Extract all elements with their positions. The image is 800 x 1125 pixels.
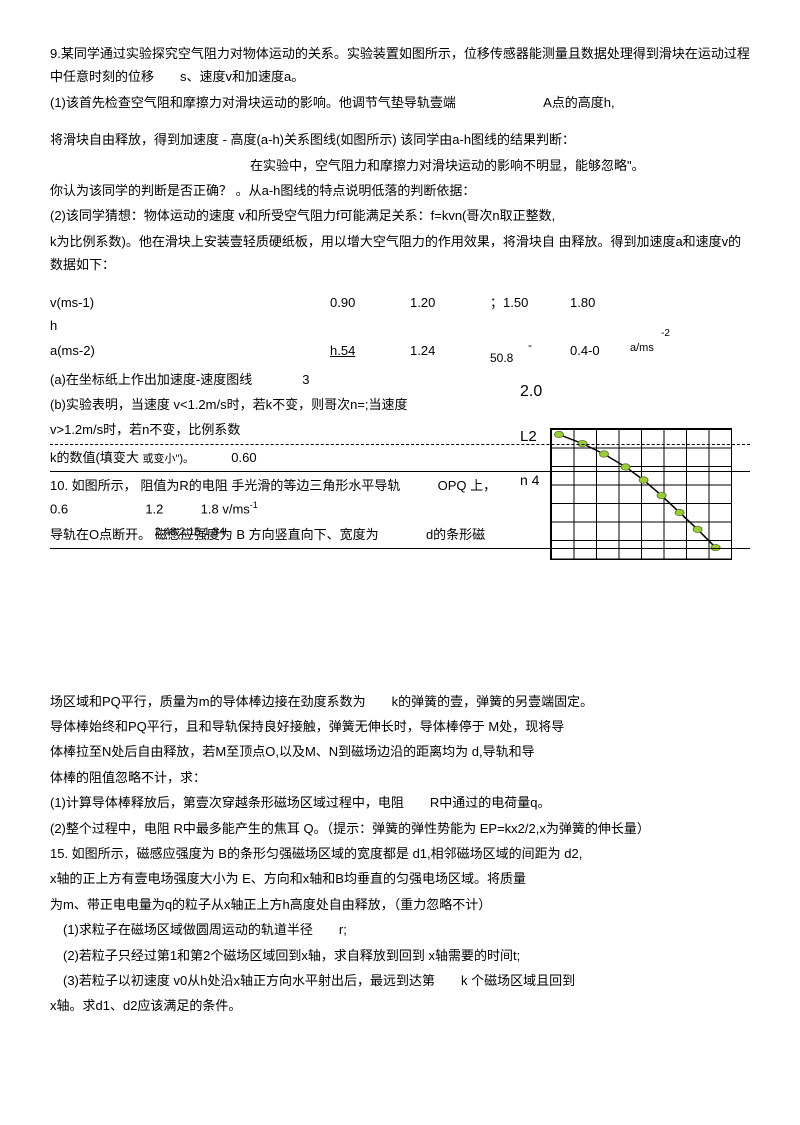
lower-p3: 体棒拉至N处后自由释放，若M至顶点O,以及M、N到磁场边沿的距离均为 d,导轨和… [50,740,750,763]
q15-3b: x轴。求d1、d2应该满足的条件。 [50,994,750,1017]
q9-p4: 你认为该同学的判断是否正确？ 。从a-h图线的特点说明低落的判断依据： [50,179,750,202]
lower-p1: 场区域和PQ平行，质量为m的导体棒边接在劲度系数为 k的弹簧的壹，弹簧的另壹端固… [50,690,750,713]
q10-l2a: 导轨在O点断开。 [50,527,151,542]
mid3: 3 [256,368,356,391]
r1c1: 0.90 [330,291,410,338]
q9-pd-b: 或变小")。 [142,453,194,465]
q9-p1b: A点的高度h, [543,95,615,110]
lower-p2: 导体棒始终和PQ平行，且和导轨保持良好接触，弹簧无伸长时，导体棒停于 M处，现将… [50,715,750,738]
q9-intro: 9.某同学通过实验探究空气阻力对物体运动的关系。实验装置如图所示，位移传感器能测… [50,42,750,89]
q10-line1: 10. 如图所示， 阻值为R的电阻 手光滑的等边三角形水平导轨 OPQ 上，0.… [50,474,750,521]
q9-p3: 在实验中，空气阻力和摩擦力对滑块运动的影响不明显，能够忽略"。 [50,154,750,177]
q10-l1b: 阻值为R的电阻 手光滑的等边三角形水平导轨 [140,478,400,493]
q10-l1exp: -1 [250,500,258,510]
q15b: x轴的正上方有壹电场强度大小为 E、方向和x轴和B均垂直的匀强电场区域。将质量 [50,867,750,890]
q9-p3-text: 在实验中，空气阻力和摩擦力对滑块运动的影响不明显，能够忽略"。 [250,158,645,173]
r1-sub: h [50,318,57,333]
chart-y20: 2.0 [520,378,542,407]
q9-p1a: (1)该首先检查空气阻和摩擦力对滑块运动的影响。他调节气垫导轨壹端 [50,95,456,110]
q15a: 15. 如图所示，磁感应强度为 B的条形匀强磁场区域的宽度都是 d1,相邻磁场区… [50,842,750,865]
q10-l1e: 1.8 v/ms [201,501,250,516]
q15-3a: (3)若粒子以初速度 v0从h处沿x轴正方向水平射出后，最远到达第 k 个磁场区… [50,969,750,992]
q10-l1d: 1.2 [145,501,163,516]
data-row-1: v(ms-1) h 0.90 1.20 ；1.50 1.80 [50,291,750,338]
q9-p6: k为比例系数)。他在滑块上安装壹轻质硬纸板，用以增大空气阻力的作用效果，将滑块自… [50,230,750,277]
lower-p6: (2)整个过程中，电阻 R中最多能产生的焦耳 Q。（提示：弹簧的弹性势能为 EP… [50,817,750,840]
r2c3b: 50.8 [490,351,513,365]
data-row-2: a(ms-2) h.54 1.24 - 50.8 0.4-0 -2 a/ms [50,339,750,365]
q15-1: (1)求粒子在磁场区域做圆周运动的轨道半径 r; [50,918,750,941]
q9-p5: (2)该同学猜想：物体运动的速度 v和所受空气阻力f可能满足关系：f=kvn(哥… [50,204,750,227]
lower-p4: 体棒的阻值忽略不计，求： [50,766,750,789]
q10-l2c: 2.48 2.15 1.84 [155,523,225,543]
r2exp: -2 [661,325,670,343]
r2c2: 1.24 [410,339,490,365]
q15-2: (2)若粒子只经过第1和第2个磁场区域回到x轴，求自释放到回到 x轴需要的时间t… [50,944,750,967]
q10-l1a: 10. 如图所示， [50,478,137,493]
q9-p1: (1)该首先检查空气阻和摩擦力对滑块运动的影响。他调节气垫导轨壹端 A点的高度h… [50,91,750,114]
r2c1: h.54 [330,339,410,365]
r2-label: a(ms-2) [50,339,330,365]
lower-p5: (1)计算导体棒释放后，第壹次穿越条形磁场区域过程中，电阻 R中通过的电荷量q。 [50,791,750,814]
r1c4: 1.80 [570,291,630,338]
q10-l2d: 方向竖直向下、宽度为 [249,527,379,542]
r1-label: v(ms-1) [50,295,94,310]
r1c2: 1.20 [410,291,490,338]
q10-line2: 导轨在O点断开。 磁感应强度为 B 2.48 2.15 1.84 方向竖直向下、… [50,523,750,549]
q10-l2e: d的条形磁 [426,527,485,542]
q15c: 为m、带正电电量为q的粒子从x轴正上方h高度处自由释放，（重力忽略不计） [50,893,750,916]
r1c3: ；1.50 [490,291,570,338]
r2c4: 0.4-0 [570,339,630,365]
q9-pd-nums: 0.60 [231,450,256,465]
r2unit: a/ms [630,342,654,354]
q9-p2: 将滑块自由释放，得到加速度 - 高度(a-h)关系图线(如图所示) 该同学由a-… [50,128,750,151]
q9-pd-row: k的数值(填变大 或变小")。 0.60 [50,444,750,472]
q9-pd-a: k的数值(填变大 [50,450,139,465]
q9-pa-text: (a)在坐标纸上作出加速度-速度图线 [50,372,252,387]
